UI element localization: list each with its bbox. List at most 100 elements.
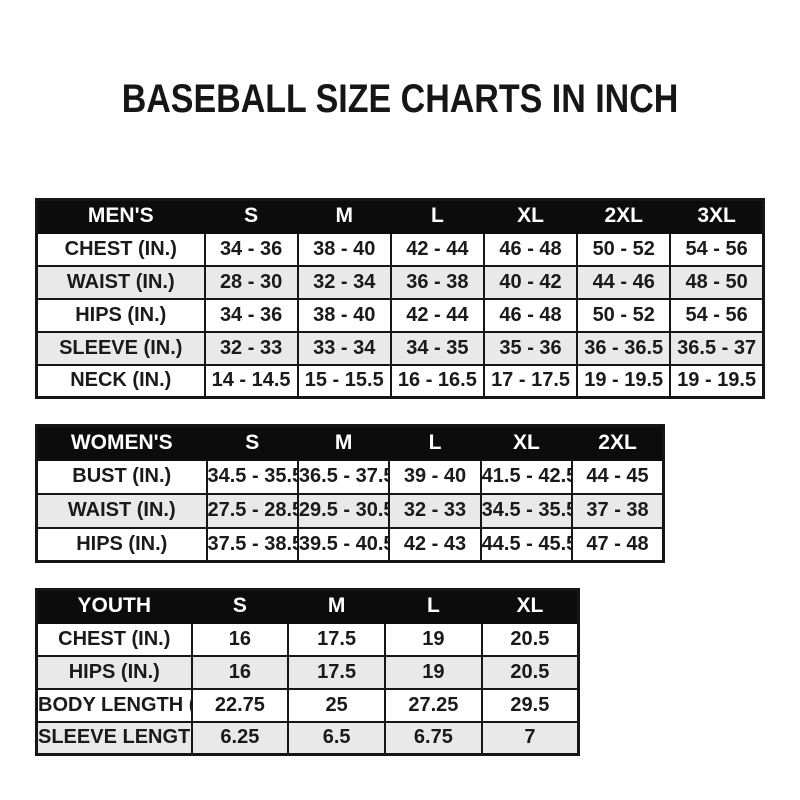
size-value-cell: 20.5: [480, 654, 580, 690]
size-value-cell: 39 - 40: [388, 458, 482, 495]
size-value-cell: 36 - 36.5: [576, 330, 672, 366]
page-title: BASEBALL SIZE CHARTS IN INCH: [121, 77, 679, 121]
size-value-cell: 35 - 36: [482, 330, 579, 366]
size-column-header: S: [190, 588, 290, 624]
youth-size-chart: YOUTH S M L XL CHEST (IN.) 16 17.5 19 20.5 HIPS (I…: [35, 588, 580, 756]
size-value-cell: 37.5 - 38.5: [205, 526, 299, 563]
size-value-cell: 36.5 - 37: [669, 330, 765, 366]
size-column-header: M: [287, 588, 386, 624]
table-row: WAIST (IN.) 28 - 30 32 - 34 36 - 38 40 - 42 4…: [35, 264, 765, 300]
size-value-cell: 29.5 - 30.5: [296, 492, 391, 529]
table-row: HIPS (IN.) 37.5 - 38.5 39.5 - 40.5 42 - 43 4…: [35, 526, 665, 563]
size-value-cell: 34 - 35: [389, 330, 485, 366]
header-row: MEN'S S M L XL 2XL 3XL: [35, 198, 765, 234]
size-value-cell: 50 - 52: [576, 231, 672, 267]
size-value-cell: 34 - 36: [203, 231, 299, 267]
size-column-header: S: [203, 198, 299, 234]
womens-size-table: WOMEN'S S M L XL 2XL BUST (IN.) 34.5 - 35.5 36.5…: [35, 424, 665, 563]
size-value-cell: 34.5 - 35.5: [479, 492, 574, 529]
table-title: WOMEN'S: [35, 424, 208, 461]
size-value-cell: 17 - 17.5: [482, 363, 579, 399]
size-value-cell: 17.5: [287, 654, 386, 690]
row-label: NECK (IN.): [35, 363, 206, 399]
womens-size-chart: WOMEN'S S M L XL 2XL BUST (IN.) 34.5 - 35.5 36.5…: [35, 424, 665, 563]
size-value-cell: 34.5 - 35.5: [205, 458, 299, 495]
header-row: YOUTH S M L XL: [35, 588, 580, 624]
size-value-cell: 41.5 - 42.5: [479, 458, 574, 495]
size-value-cell: 42 - 43: [388, 526, 482, 563]
size-value-cell: 54 - 56: [669, 297, 765, 333]
row-label: HIPS (IN.): [35, 297, 206, 333]
size-value-cell: 19: [384, 654, 483, 690]
size-column-header: XL: [479, 424, 574, 461]
table-title: MEN'S: [35, 198, 206, 234]
table-row: SLEEVE (IN.) 32 - 33 33 - 34 34 - 35 35 - 36…: [35, 330, 765, 366]
size-value-cell: 44 - 46: [576, 264, 672, 300]
size-value-cell: 33 - 34: [296, 330, 392, 366]
size-column-header: 2XL: [576, 198, 672, 234]
size-column-header: 3XL: [669, 198, 765, 234]
row-label: SLEEVE LENGTH (IN.): [35, 720, 193, 756]
size-value-cell: 20.5: [480, 621, 580, 657]
size-value-cell: 32 - 34: [296, 264, 392, 300]
size-value-cell: 32 - 33: [388, 492, 482, 529]
size-value-cell: 17.5: [287, 621, 386, 657]
header-row: WOMEN'S S M L XL 2XL: [35, 424, 665, 461]
size-value-cell: 42 - 44: [389, 231, 485, 267]
table-row: HIPS (IN.) 34 - 36 38 - 40 42 - 44 46 - 48 50…: [35, 297, 765, 333]
table-row: NECK (IN.) 14 - 14.5 15 - 15.5 16 - 16.5 17 …: [35, 363, 765, 399]
table-row: CHEST (IN.) 16 17.5 19 20.5: [35, 621, 580, 657]
size-value-cell: 38 - 40: [296, 231, 392, 267]
size-value-cell: 36 - 38: [389, 264, 485, 300]
mens-size-table: MEN'S S M L XL 2XL 3XL CHEST (IN.) 34 - 36 38 - 4…: [35, 198, 765, 399]
row-label: BODY LENGTH (IN.): [35, 687, 193, 723]
row-label: SLEEVE (IN.): [35, 330, 206, 366]
size-value-cell: 54 - 56: [669, 231, 765, 267]
size-value-cell: 48 - 50: [669, 264, 765, 300]
size-value-cell: 46 - 48: [482, 297, 579, 333]
size-value-cell: 16 - 16.5: [389, 363, 485, 399]
size-value-cell: 38 - 40: [296, 297, 392, 333]
size-value-cell: 28 - 30: [203, 264, 299, 300]
row-label: HIPS (IN.): [35, 526, 208, 563]
size-value-cell: 25: [287, 687, 386, 723]
size-value-cell: 36.5 - 37.5: [296, 458, 391, 495]
table-row: BUST (IN.) 34.5 - 35.5 36.5 - 37.5 39 - 40 4…: [35, 458, 665, 495]
mens-size-chart: MEN'S S M L XL 2XL 3XL CHEST (IN.) 34 - 36 38 - 4…: [35, 198, 765, 399]
size-value-cell: 15 - 15.5: [296, 363, 392, 399]
size-column-header: L: [388, 424, 482, 461]
size-value-cell: 50 - 52: [576, 297, 672, 333]
size-column-header: XL: [480, 588, 580, 624]
row-label: HIPS (IN.): [35, 654, 193, 690]
size-value-cell: 42 - 44: [389, 297, 485, 333]
row-label: CHEST (IN.): [35, 231, 206, 267]
size-value-cell: 14 - 14.5: [203, 363, 299, 399]
row-label: CHEST (IN.): [35, 621, 193, 657]
size-value-cell: 6.25: [190, 720, 290, 756]
size-value-cell: 37 - 38: [571, 492, 665, 529]
size-value-cell: 27.5 - 28.5: [205, 492, 299, 529]
size-value-cell: 40 - 42: [482, 264, 579, 300]
size-value-cell: 34 - 36: [203, 297, 299, 333]
size-value-cell: 22.75: [190, 687, 290, 723]
size-value-cell: 19 - 19.5: [576, 363, 672, 399]
row-label: WAIST (IN.): [35, 264, 206, 300]
size-column-header: XL: [482, 198, 579, 234]
size-value-cell: 27.25: [384, 687, 483, 723]
row-label: WAIST (IN.): [35, 492, 208, 529]
table-row: SLEEVE LENGTH (IN.)6.256.56.757: [35, 720, 580, 756]
row-label: BUST (IN.): [35, 458, 208, 495]
size-value-cell: 47 - 48: [571, 526, 665, 563]
size-value-cell: 32 - 33: [203, 330, 299, 366]
table-row: WAIST (IN.) 27.5 - 28.5 29.5 - 30.5 32 - 33…: [35, 492, 665, 529]
table-title: YOUTH: [35, 588, 193, 624]
size-value-cell: 46 - 48: [482, 231, 579, 267]
size-value-cell: 19: [384, 621, 483, 657]
size-value-cell: 44.5 - 45.5: [479, 526, 574, 563]
size-value-cell: 7: [480, 720, 580, 756]
size-value-cell: 44 - 45: [571, 458, 665, 495]
size-value-cell: 19 - 19.5: [669, 363, 765, 399]
size-value-cell: 6.5: [287, 720, 386, 756]
size-value-cell: 16: [190, 654, 290, 690]
